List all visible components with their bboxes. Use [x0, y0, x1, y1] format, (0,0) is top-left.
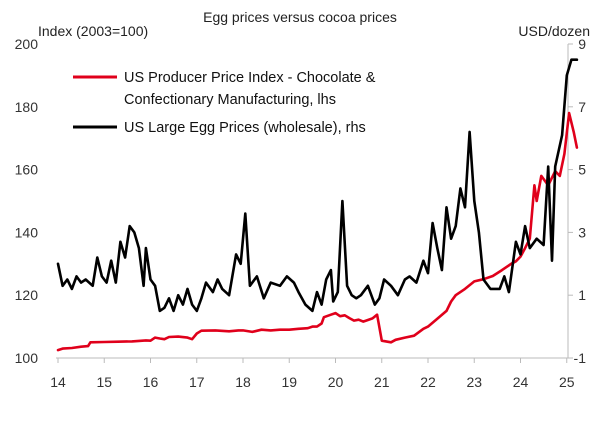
- legend-eggs-line: US Large Egg Prices (wholesale), rhs: [124, 120, 366, 136]
- series-line-chocolate-ppi: [56, 111, 579, 352]
- x-tick-label: 17: [189, 374, 205, 390]
- right-tick-label: 3: [578, 224, 586, 240]
- legend-chocolate-line-2: Confectionary Manufacturing, lhs: [124, 92, 336, 108]
- legend: US Producer Price Index - Chocolate & Co…: [73, 70, 376, 136]
- x-tick-label: 23: [466, 374, 482, 390]
- x-tick-label: 20: [328, 374, 344, 390]
- legend-chocolate-line-1: US Producer Price Index - Chocolate &: [124, 70, 376, 86]
- left-tick-label: 180: [15, 99, 39, 115]
- x-tick-label: 21: [374, 374, 390, 390]
- x-tick-label: 19: [281, 374, 297, 390]
- left-tick-label: 100: [15, 350, 39, 366]
- x-tick-label: 14: [50, 374, 66, 390]
- x-tick-label: 22: [420, 374, 436, 390]
- x-tick-label: 18: [235, 374, 251, 390]
- right-tick-label: 7: [578, 99, 586, 115]
- right-axis-label: USD/dozen: [518, 23, 590, 39]
- right-tick-label: -1: [574, 350, 587, 366]
- left-tick-label: 200: [15, 36, 39, 52]
- left-tick-label: 160: [15, 162, 39, 178]
- left-tick-label: 120: [15, 287, 39, 303]
- x-tick-label: 25: [559, 374, 575, 390]
- x-tick-label: 15: [96, 374, 112, 390]
- right-tick-label: 9: [578, 36, 586, 52]
- x-tick-labels: 14 15 16 17 18 19 20 21 22 23 24 25: [50, 358, 575, 390]
- left-tick-label: 140: [15, 224, 39, 240]
- left-axis-label: Index (2003=100): [38, 23, 148, 39]
- series-lines: [56, 58, 579, 352]
- right-tick-label: 5: [578, 162, 586, 178]
- series-line-egg-prices: [56, 58, 579, 313]
- x-tick-label: 24: [513, 374, 529, 390]
- right-tick-label: 1: [578, 287, 586, 303]
- chart-title: Egg prices versus cocoa prices: [203, 9, 397, 25]
- left-tick-labels: 100 120 140 160 180 200: [15, 36, 39, 366]
- x-tick-label: 16: [143, 374, 159, 390]
- right-tick-labels: -1 1 3 5 7 9: [568, 36, 586, 366]
